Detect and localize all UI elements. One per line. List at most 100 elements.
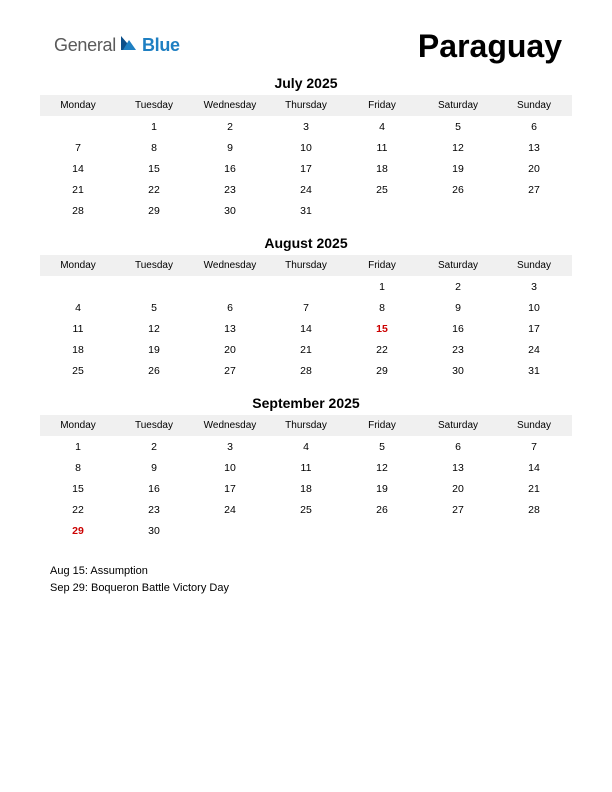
calendar-row: 22232425262728 <box>40 499 572 520</box>
calendar-cell <box>496 520 572 541</box>
calendar-cell: 20 <box>496 158 572 179</box>
day-header: Sunday <box>496 95 572 116</box>
day-header: Sunday <box>496 255 572 276</box>
calendar-cell: 26 <box>344 499 420 520</box>
calendar-cell: 23 <box>116 499 192 520</box>
calendar-cell: 17 <box>192 478 268 499</box>
calendar-cell: 4 <box>344 116 420 137</box>
calendar-cell: 1 <box>40 436 116 457</box>
calendar-cell: 18 <box>344 158 420 179</box>
calendar-cell: 8 <box>40 457 116 478</box>
calendar-cell: 10 <box>496 297 572 318</box>
calendar-cell: 15 <box>344 318 420 339</box>
calendar-cell: 14 <box>40 158 116 179</box>
calendar-cell: 29 <box>40 520 116 541</box>
calendar-table: MondayTuesdayWednesdayThursdayFridaySatu… <box>40 255 572 381</box>
calendar-cell: 21 <box>40 179 116 200</box>
calendar-cell: 20 <box>192 339 268 360</box>
calendar-cell: 31 <box>268 200 344 221</box>
holiday-line: Aug 15: Assumption <box>50 563 572 580</box>
calendar-cell: 7 <box>496 436 572 457</box>
calendar-cell: 14 <box>268 318 344 339</box>
calendar-cell <box>420 520 496 541</box>
calendar-cell <box>40 276 116 297</box>
calendar-cell: 24 <box>192 499 268 520</box>
calendar-cell: 11 <box>344 137 420 158</box>
calendar-cell: 4 <box>40 297 116 318</box>
calendar-cell: 12 <box>344 457 420 478</box>
day-header: Wednesday <box>192 415 268 436</box>
calendar-cell: 10 <box>268 137 344 158</box>
calendar-cell: 13 <box>420 457 496 478</box>
calendar-cell: 9 <box>420 297 496 318</box>
calendar-cell: 23 <box>192 179 268 200</box>
calendar-cell <box>496 200 572 221</box>
calendar-cell: 12 <box>420 137 496 158</box>
day-header: Friday <box>344 255 420 276</box>
calendar-cell: 9 <box>192 137 268 158</box>
day-header: Saturday <box>420 415 496 436</box>
calendar-row: 123 <box>40 276 572 297</box>
calendar-cell: 17 <box>496 318 572 339</box>
calendar-cell <box>40 116 116 137</box>
calendar-cell: 16 <box>116 478 192 499</box>
calendar-cell: 6 <box>420 436 496 457</box>
calendar-cell: 6 <box>192 297 268 318</box>
calendar-row: 2930 <box>40 520 572 541</box>
day-header: Tuesday <box>116 415 192 436</box>
calendar-cell: 30 <box>192 200 268 221</box>
calendar-cell: 2 <box>192 116 268 137</box>
day-header: Wednesday <box>192 95 268 116</box>
calendar-cell: 23 <box>420 339 496 360</box>
day-header: Thursday <box>268 95 344 116</box>
day-header: Saturday <box>420 255 496 276</box>
calendar-cell: 21 <box>496 478 572 499</box>
calendar-row: 891011121314 <box>40 457 572 478</box>
calendar-cell: 28 <box>268 360 344 381</box>
calendar-cell: 22 <box>344 339 420 360</box>
day-header: Tuesday <box>116 255 192 276</box>
calendar-cell: 8 <box>116 137 192 158</box>
calendar-cell: 16 <box>192 158 268 179</box>
calendar-table: MondayTuesdayWednesdayThursdayFridaySatu… <box>40 415 572 541</box>
calendar-cell: 25 <box>40 360 116 381</box>
calendar-row: 123456 <box>40 116 572 137</box>
calendar-cell: 27 <box>420 499 496 520</box>
calendar-cell: 17 <box>268 158 344 179</box>
calendar-cell: 7 <box>40 137 116 158</box>
country-title: Paraguay <box>418 28 572 65</box>
holidays-list: Aug 15: AssumptionSep 29: Boqueron Battl… <box>40 563 572 597</box>
calendar-cell: 5 <box>116 297 192 318</box>
day-header: Saturday <box>420 95 496 116</box>
calendar-cell: 30 <box>116 520 192 541</box>
day-header: Friday <box>344 415 420 436</box>
calendar-cell: 1 <box>116 116 192 137</box>
calendar-cell: 3 <box>496 276 572 297</box>
calendar-cell: 5 <box>344 436 420 457</box>
month-title: August 2025 <box>40 235 572 251</box>
calendar-cell: 14 <box>496 457 572 478</box>
calendar-cell: 22 <box>116 179 192 200</box>
calendar-row: 45678910 <box>40 297 572 318</box>
calendar-cell: 27 <box>496 179 572 200</box>
calendar-cell: 16 <box>420 318 496 339</box>
month-title: July 2025 <box>40 75 572 91</box>
day-header: Wednesday <box>192 255 268 276</box>
calendar-cell: 24 <box>268 179 344 200</box>
calendar-cell: 2 <box>420 276 496 297</box>
calendar-cell: 13 <box>496 137 572 158</box>
calendar-cell <box>116 276 192 297</box>
calendar-cell <box>192 520 268 541</box>
calendar-row: 78910111213 <box>40 137 572 158</box>
calendar-cell: 10 <box>192 457 268 478</box>
day-header: Monday <box>40 255 116 276</box>
calendar-cell: 29 <box>344 360 420 381</box>
calendar-cell: 3 <box>192 436 268 457</box>
calendar-cell: 18 <box>40 339 116 360</box>
calendar-block: September 2025MondayTuesdayWednesdayThur… <box>40 395 572 541</box>
calendar-cell: 11 <box>40 318 116 339</box>
calendar-cell: 21 <box>268 339 344 360</box>
day-header: Sunday <box>496 415 572 436</box>
calendars-container: July 2025MondayTuesdayWednesdayThursdayF… <box>40 75 572 541</box>
calendar-row: 14151617181920 <box>40 158 572 179</box>
